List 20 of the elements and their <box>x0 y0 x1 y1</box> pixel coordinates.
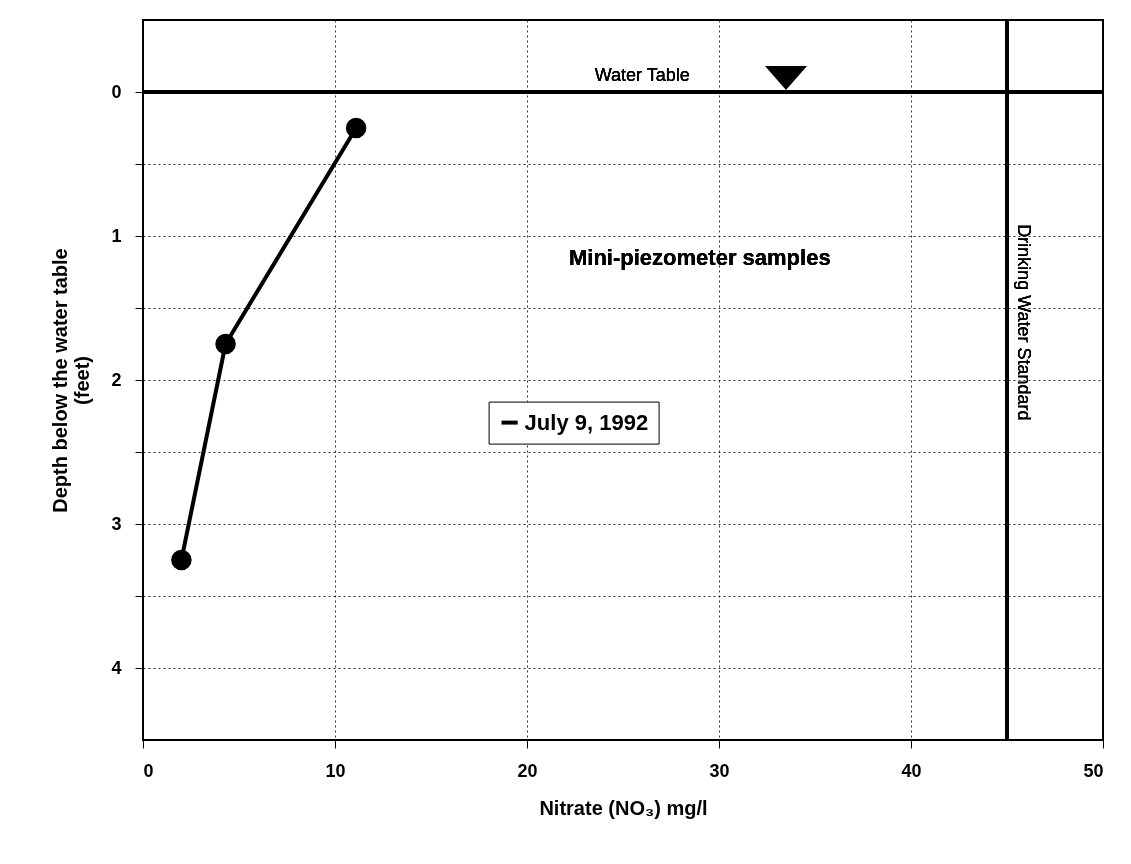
y-tick-label: 3 <box>111 513 122 534</box>
ref-line-label: Drinking Water Standard <box>1014 224 1034 421</box>
point <box>171 549 192 571</box>
x-tick-label: 0 <box>143 760 154 781</box>
x-tick-label: 40 <box>901 760 922 781</box>
x-tick-label: 50 <box>1083 760 1104 781</box>
y-tick-label: 4 <box>111 657 122 678</box>
legend-label: July 9, 1992 <box>524 409 649 435</box>
y-tick-label: 1 <box>111 225 122 246</box>
x-axis-title: Nitrate (NO₃) mg/l <box>539 796 708 819</box>
x-tick-label: 10 <box>325 760 346 781</box>
y-tick-label: 0 <box>111 81 122 102</box>
x-tick-label: 30 <box>709 760 730 781</box>
annotation: Mini-piezometer samples <box>568 244 831 270</box>
ref-line-label: Water Table <box>594 65 690 85</box>
x-tick-label: 20 <box>517 760 538 781</box>
y-tick-label: 2 <box>111 369 122 390</box>
y-axis-title: Depth below the water table (feet) <box>49 248 94 513</box>
point <box>215 333 236 355</box>
point <box>345 117 367 139</box>
